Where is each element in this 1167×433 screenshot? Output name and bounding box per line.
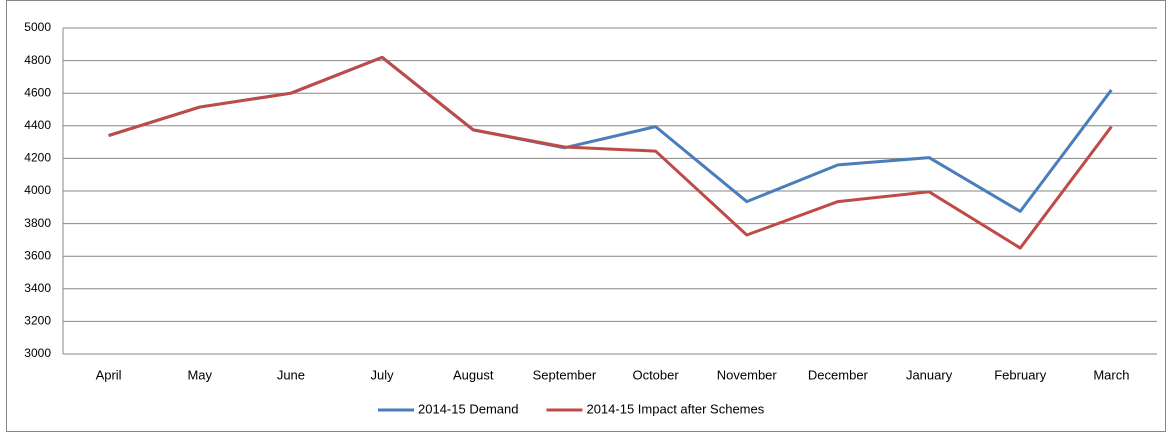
y-tick-label: 4800 (24, 53, 51, 67)
y-tick-label: 3400 (24, 281, 51, 295)
x-tick-label: February (994, 367, 1047, 382)
chart-border (6, 0, 1166, 432)
y-tick-label: 3600 (24, 248, 51, 262)
x-tick-label: May (187, 367, 212, 382)
y-tick-label: 5000 (24, 20, 51, 34)
y-tick-label: 4600 (24, 85, 51, 99)
y-tick-label: 3000 (24, 346, 51, 360)
x-tick-label: June (277, 367, 305, 382)
y-tick-label: 3800 (24, 216, 51, 230)
x-tick-label: April (96, 367, 122, 382)
legend-label: 2014-15 Impact after Schemes (586, 401, 764, 416)
x-tick-label: January (906, 367, 953, 382)
x-tick-label: August (453, 367, 494, 382)
y-tick-label: 4000 (24, 183, 51, 197)
x-tick-label: September (533, 367, 597, 382)
x-tick-label: July (371, 367, 395, 382)
data-line (108, 55, 1113, 250)
x-tick-label: November (717, 367, 778, 382)
y-tick-label: 4200 (24, 151, 51, 165)
y-tick-label: 3200 (24, 314, 51, 328)
x-tick-label: October (632, 367, 679, 382)
y-tick-label: 4400 (24, 118, 51, 132)
x-tick-label: December (808, 367, 869, 382)
legend-label: 2014-15 Demand (418, 401, 518, 416)
x-tick-label: March (1093, 367, 1129, 382)
